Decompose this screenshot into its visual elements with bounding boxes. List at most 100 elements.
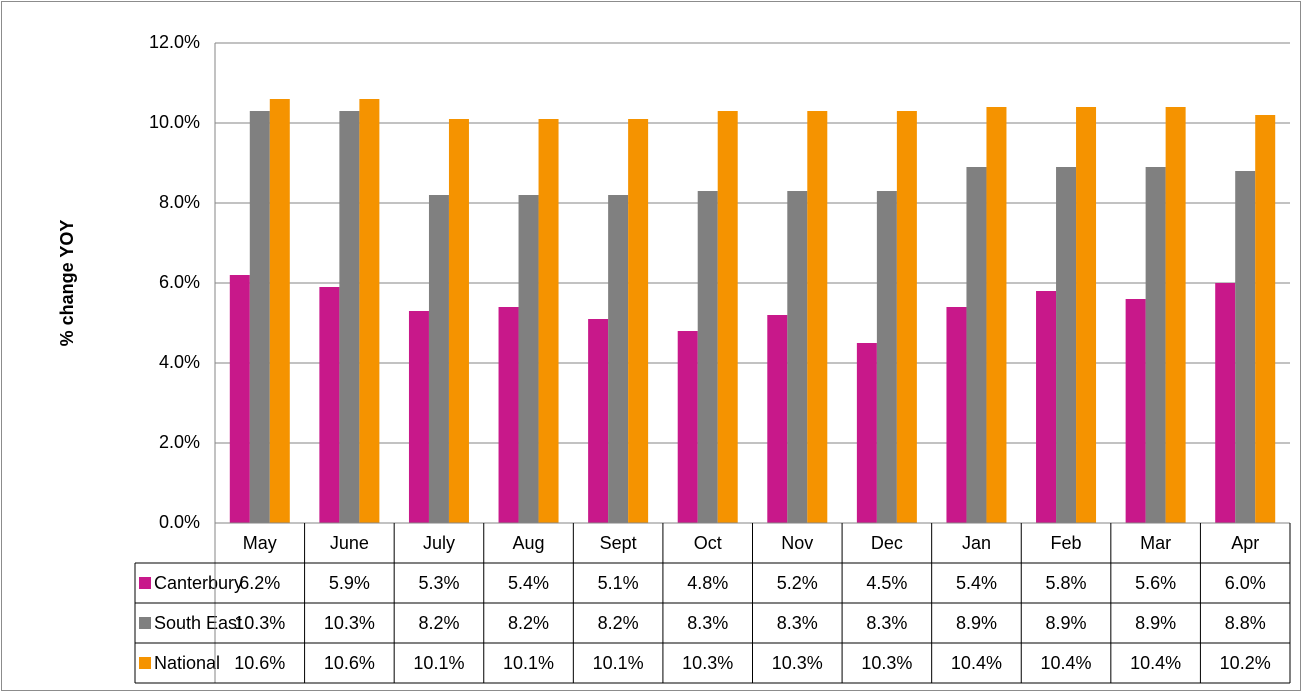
legend-swatch [139,617,151,629]
table-cell: 5.3% [418,573,459,593]
table-cell: 5.8% [1046,573,1087,593]
x-tick-label: Mar [1140,533,1171,553]
bar [229,275,250,523]
bar [677,331,698,523]
bar [717,111,738,523]
bar [428,195,449,523]
table-cell: 10.4% [951,653,1002,673]
table-cell: 5.9% [329,573,370,593]
table-cell: 10.3% [682,653,733,673]
bar [767,315,788,523]
table-cell: 8.3% [866,613,907,633]
table-cell: 8.9% [1046,613,1087,633]
bar [588,319,609,523]
bar [1076,107,1097,523]
table-cell: 5.4% [956,573,997,593]
legend-label: Canterbury [154,573,243,593]
table-cell: 5.1% [598,573,639,593]
bar [876,191,897,523]
bar [1255,115,1276,523]
table-cell: 8.8% [1225,613,1266,633]
y-tick-label: 4.0% [159,352,200,372]
table-cell: 4.5% [866,573,907,593]
bar [408,311,429,523]
table-cell: 5.6% [1135,573,1176,593]
bar [697,191,718,523]
bar [856,343,877,523]
bar [787,191,808,523]
y-tick-label: 12.0% [149,32,200,52]
bar [986,107,1007,523]
table-cell: 10.4% [1130,653,1181,673]
x-tick-label: Oct [694,533,722,553]
table-cell: 10.1% [593,653,644,673]
y-tick-label: 2.0% [159,432,200,452]
bar [946,307,967,523]
table-cell: 8.3% [687,613,728,633]
bar [498,307,519,523]
bar [896,111,917,523]
bar [538,119,559,523]
table-cell: 8.9% [956,613,997,633]
bar [966,167,987,523]
x-tick-label: June [330,533,369,553]
table-cell: 5.2% [777,573,818,593]
table-cell: 10.4% [1041,653,1092,673]
x-tick-label: Apr [1231,533,1259,553]
table-cell: 10.1% [413,653,464,673]
table-cell: 10.3% [772,653,823,673]
table-cell: 8.2% [598,613,639,633]
x-tick-label: Feb [1051,533,1082,553]
bar [518,195,539,523]
bar [1036,291,1057,523]
table-cell: 8.3% [777,613,818,633]
x-tick-label: Aug [513,533,545,553]
bar [1165,107,1186,523]
bar [269,99,290,523]
legend-swatch [139,657,151,669]
legend-label: National [154,653,220,673]
x-tick-label: July [423,533,455,553]
legend-swatch [139,577,151,589]
bar [1235,171,1256,523]
x-tick-label: Sept [600,533,637,553]
table-cell: 8.2% [418,613,459,633]
x-tick-label: Nov [781,533,813,553]
table-cell: 10.3% [234,613,285,633]
table-cell: 10.6% [324,653,375,673]
table-cell: 10.1% [503,653,554,673]
bar [1145,167,1166,523]
legend-label: South East [154,613,242,633]
table-cell: 8.9% [1135,613,1176,633]
bar [339,111,360,523]
table-cell: 10.2% [1220,653,1271,673]
y-tick-label: 10.0% [149,112,200,132]
y-tick-label: 0.0% [159,512,200,532]
bar [1056,167,1077,523]
table-cell: 5.4% [508,573,549,593]
bar [1215,283,1236,523]
x-tick-label: Dec [871,533,903,553]
y-tick-label: 6.0% [159,272,200,292]
bar [359,99,380,523]
table-cell: 6.0% [1225,573,1266,593]
y-axis-title: % change YOY [57,220,77,347]
table-cell: 10.3% [324,613,375,633]
x-tick-label: May [243,533,277,553]
bar [448,119,469,523]
table-cell: 4.8% [687,573,728,593]
table-cell: 10.3% [861,653,912,673]
bar [628,119,649,523]
y-tick-label: 8.0% [159,192,200,212]
bar [807,111,828,523]
bar [319,287,340,523]
table-cell: 10.6% [234,653,285,673]
bar [249,111,270,523]
table-cell: 8.2% [508,613,549,633]
bar [1125,299,1146,523]
x-tick-label: Jan [962,533,991,553]
table-cell: 6.2% [239,573,280,593]
bar [608,195,629,523]
